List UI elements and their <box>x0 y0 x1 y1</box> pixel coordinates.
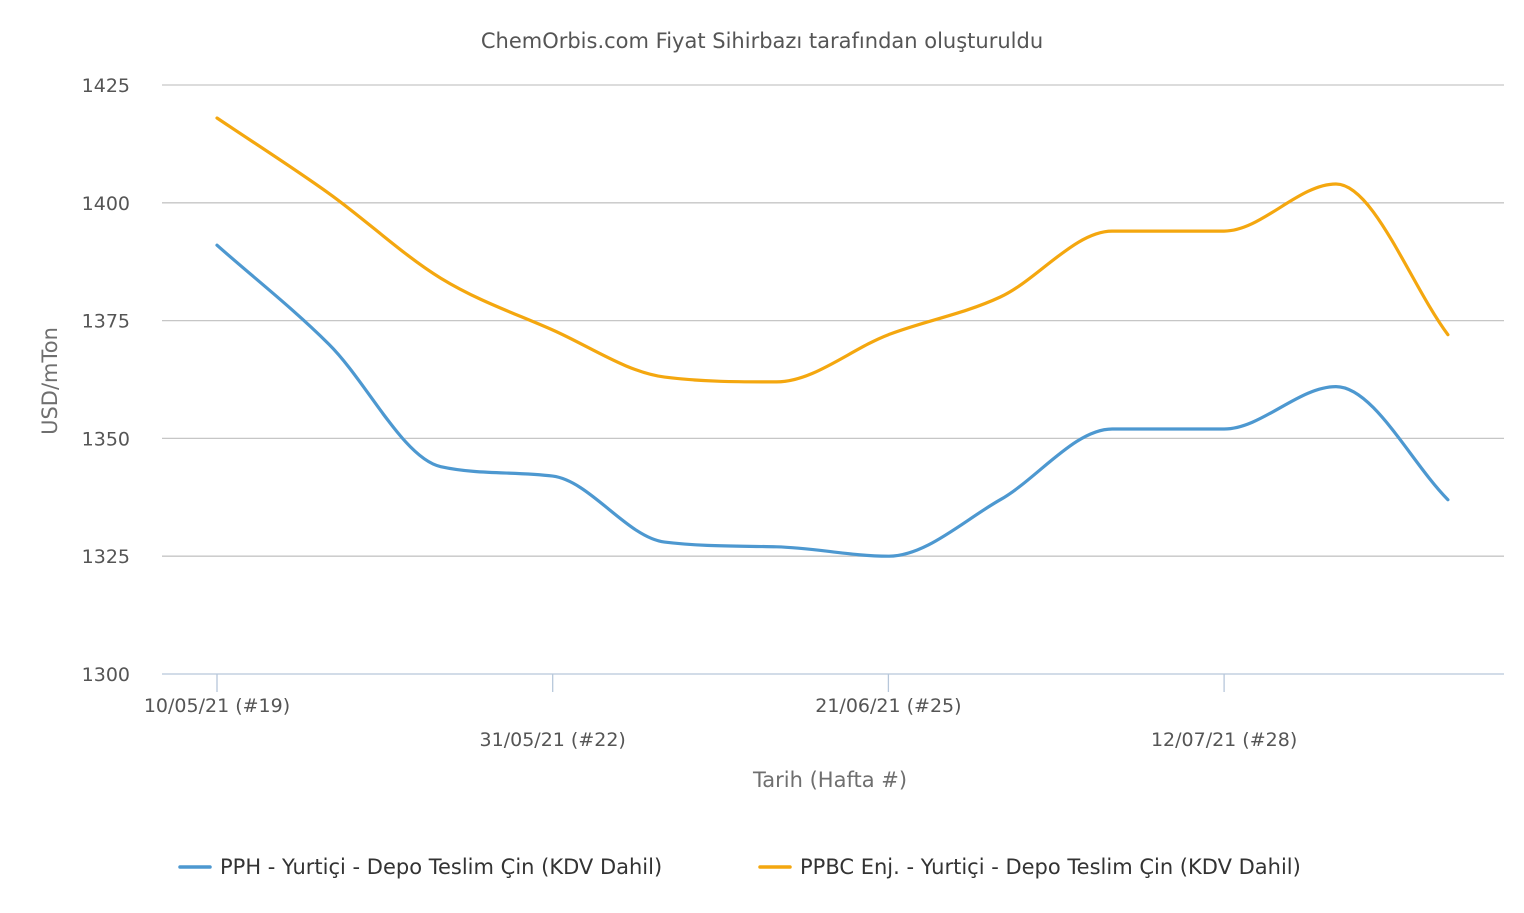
series-line-1 <box>215 243 1450 558</box>
y-tick-label: 1325 <box>82 546 130 568</box>
y-tick-label: 1350 <box>82 428 130 450</box>
legend-item-1[interactable]: PPH - Yurtiçi - Depo Teslim Çin (KDV Dah… <box>178 855 662 879</box>
legend[interactable]: PPH - Yurtiçi - Depo Teslim Çin (KDV Dah… <box>178 855 1301 879</box>
x-tick-label: 21/06/21 (#25) <box>815 695 961 717</box>
y-tick-label: 1300 <box>82 664 130 686</box>
chart-title: ChemOrbis.com Fiyat Sihirbazı tarafından… <box>481 29 1043 53</box>
x-axis-title: Tarih (Hafta #) <box>752 768 907 792</box>
x-tick-label: 12/07/21 (#28) <box>1151 729 1297 751</box>
series-line-2 <box>215 116 1450 384</box>
x-tick-label: 10/05/21 (#19) <box>144 695 290 717</box>
x-tick-label: 31/05/21 (#22) <box>480 729 626 751</box>
x-axis: 10/05/21 (#19) 31/05/21 (#22) 21/06/21 (#2… <box>144 673 1504 751</box>
legend-label: PPBC Enj. - Yurtiçi - Depo Teslim Çin (K… <box>800 855 1301 879</box>
y-tick-label: 1425 <box>82 75 130 97</box>
series-lines <box>215 116 1450 558</box>
legend-item-2[interactable]: PPBC Enj. - Yurtiçi - Depo Teslim Çin (K… <box>758 855 1301 879</box>
legend-label: PPH - Yurtiçi - Depo Teslim Çin (KDV Dah… <box>220 855 662 879</box>
y-axis-title: USD/mTon <box>38 327 62 435</box>
y-tick-label: 1400 <box>82 193 130 215</box>
y-tick-label: 1375 <box>82 311 130 333</box>
y-axis-ticks: 1300 1325 1350 1375 1400 1425 <box>82 75 130 686</box>
grid-lines <box>162 84 1504 557</box>
